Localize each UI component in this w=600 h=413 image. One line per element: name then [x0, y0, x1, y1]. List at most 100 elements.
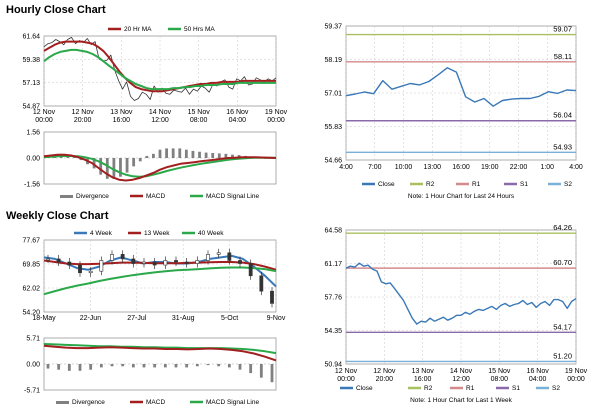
divergence-bar — [46, 364, 50, 369]
divergence-bar — [78, 364, 82, 371]
series-40-week — [43, 266, 277, 296]
y-tick-label: 54.20 — [22, 310, 40, 317]
level-x-tick-label-line-0: 15 Nov — [488, 368, 511, 375]
y-tick-label: 77.67 — [22, 238, 40, 245]
divergence-bar — [206, 364, 210, 366]
price-candle-body — [142, 261, 146, 264]
level-legend-0-label: Close — [356, 385, 373, 392]
level-y-tick-label: 57.76 — [324, 295, 342, 302]
y-tick-label: 62.02 — [22, 286, 40, 293]
level-y-tick-label: 54.66 — [324, 158, 342, 165]
x-tick-label: 27-Jul — [127, 315, 147, 322]
divergence-bar — [89, 364, 93, 370]
level-y-tick-label: 55.83 — [324, 124, 342, 131]
price-candle-body — [248, 263, 253, 277]
x-tick-label-line-0: 13 Nov — [110, 109, 133, 116]
divergence-bar — [99, 158, 103, 175]
level-x-tick-label: 16:00 — [452, 164, 470, 171]
divergence-bar — [125, 158, 129, 173]
legend-0-label: 20 Hr MA — [124, 26, 152, 33]
level-x-tick-label: 1:00 — [540, 164, 554, 171]
price-candle-body — [56, 258, 61, 263]
divergence-bar — [238, 364, 242, 370]
level-close-line — [345, 67, 577, 107]
x-tick-label: 18-May — [32, 315, 56, 322]
level-y-tick-label: 61.17 — [324, 261, 342, 268]
level-y-tick-label: 64.58 — [324, 228, 342, 235]
x-tick-label-line-1: 12:00 — [151, 117, 169, 124]
price-candle-body — [216, 252, 221, 255]
divergence-bar — [67, 364, 71, 371]
x-tick-label-line-0: 19 Nov — [265, 109, 288, 116]
price-candle-body — [120, 254, 125, 260]
macd-line — [43, 153, 277, 182]
y-tick-label: 69.85 — [22, 262, 40, 269]
macd-y-tick-label: 0.00 — [26, 156, 40, 163]
x-tick-label-line-0: 15 Nov — [188, 109, 211, 116]
level-close-line — [345, 262, 577, 325]
price-candle-body — [174, 260, 178, 263]
level-legend-4-label: S2 — [564, 181, 572, 188]
macd-line — [43, 344, 277, 362]
divergence-bar — [217, 364, 221, 367]
price-candle-body — [184, 261, 189, 264]
divergence-bar — [145, 155, 149, 158]
divergence-bar — [231, 154, 234, 158]
divergence-bar — [72, 156, 76, 158]
level-x-tick-label-line-1: 08:00 — [491, 376, 509, 383]
divergence-bar — [138, 158, 142, 162]
level-x-tick-label-line-0: 16 Nov — [527, 368, 550, 375]
divergence-bar — [184, 149, 188, 158]
level-x-tick-label: 7:00 — [368, 164, 382, 171]
level-frame — [345, 229, 577, 365]
price-candle-body — [99, 260, 104, 272]
weekly-section-title: Weekly Close Chart — [6, 210, 109, 222]
x-tick-label-line-1: 08:00 — [190, 117, 208, 124]
level-legend-1-label: R2 — [424, 385, 433, 392]
legend-2-label: 40 Week — [198, 230, 224, 237]
divergence-bar — [121, 364, 125, 367]
divergence-bar — [249, 364, 253, 374]
macd-y-tick-label: 0.00 — [26, 362, 40, 369]
divergence-bar — [204, 152, 208, 158]
weekly-macd-chart: 5.71 0.00 -5.71 Divergence MACD MACD Signal L… — [24, 336, 277, 406]
x-tick-label: 5-Oct — [221, 315, 238, 322]
divergence-bar — [174, 364, 178, 368]
x-tick-label: 31-Aug — [172, 315, 195, 322]
divergence-bar — [163, 364, 167, 368]
level-x-tick-label-line-1: 04:00 — [529, 376, 547, 383]
x-tick-label-line-1: 04:00 — [229, 117, 247, 124]
price-candle-body — [152, 261, 157, 266]
level-label-r2: 59.07 — [553, 25, 572, 34]
price-candle-body — [131, 258, 136, 264]
divergence-bar — [105, 158, 109, 179]
legend-0-label: 4 Week — [90, 230, 113, 237]
level-y-tick-label: 54.35 — [324, 328, 342, 335]
level-x-tick-label-line-0: 13 Nov — [412, 368, 435, 375]
level-x-tick-label: 4:00 — [339, 164, 353, 171]
level-label-r2: 64.26 — [553, 223, 572, 232]
macd-legend-2-label: MACD Signal Line — [206, 399, 259, 406]
price-candle-body — [46, 258, 50, 261]
x-tick-label-line-1: 20:00 — [74, 117, 92, 124]
divergence-bar — [227, 364, 231, 368]
price-candle-body — [270, 290, 274, 304]
x-tick-label-line-0: 16 Nov — [226, 109, 249, 116]
divergence-bar — [132, 158, 136, 167]
level-legend-3-label: S1 — [520, 181, 528, 188]
macd-y-tick-label: 5.71 — [26, 336, 40, 343]
macd-signal-line — [43, 343, 277, 355]
divergence-bar — [224, 153, 228, 158]
hourly-section-title: Hourly Close Chart — [6, 4, 106, 16]
divergence-bar — [217, 153, 221, 158]
level-legend-2-label: R1 — [466, 385, 475, 392]
legend-1-label: 50 Hrs MA — [184, 26, 215, 33]
macd-legend-1-label: MACD — [146, 399, 165, 406]
macd-legend-1-label: MACD — [146, 193, 165, 200]
macd-legend-0-label: Divergence — [72, 399, 105, 406]
y-tick-label: 57.13 — [22, 80, 40, 87]
level-x-tick-label-line-0: 12 Nov — [335, 368, 358, 375]
